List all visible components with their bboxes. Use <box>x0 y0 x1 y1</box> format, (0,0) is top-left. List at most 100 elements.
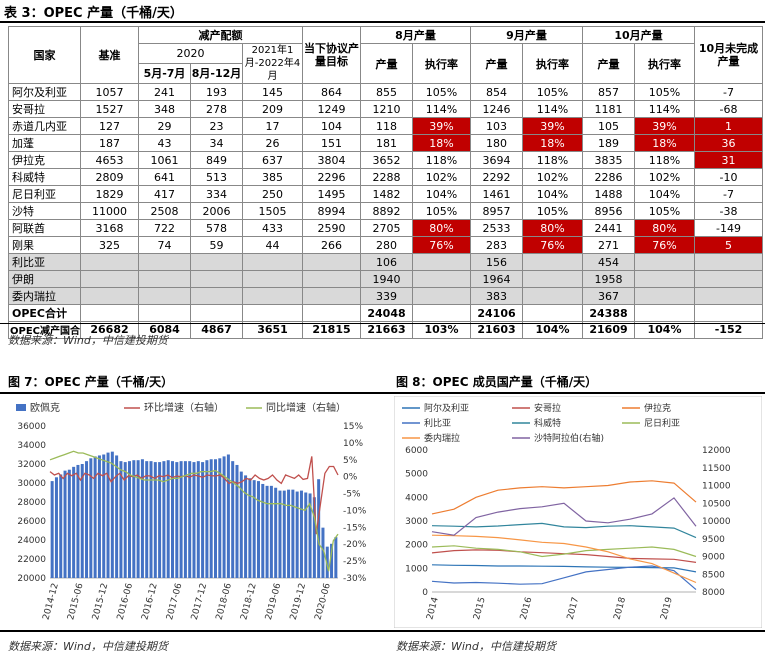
legend-label: 尼日利亚 <box>644 417 680 429</box>
legend-label: 阿尔及利亚 <box>424 402 469 414</box>
empty-cell <box>80 270 139 288</box>
bar-opec <box>145 461 149 578</box>
x-tick: 2014-12 <box>42 582 61 621</box>
legend-label: 科威特 <box>534 417 561 429</box>
cell-q3: 17 <box>242 117 303 135</box>
bar-opec <box>248 478 252 578</box>
cell-aug_r: 39% <box>412 117 471 135</box>
cut-total-aug_r: 103% <box>412 321 471 339</box>
x-tick: 2015-06 <box>66 582 85 621</box>
cell-q3: 44 <box>242 236 303 254</box>
empty-cell <box>412 304 471 322</box>
y-left-tick: 22000 <box>17 555 46 565</box>
empty-cell <box>694 253 763 271</box>
cell-sep_r: 39% <box>522 117 583 135</box>
cell-inc: -68 <box>694 100 763 118</box>
empty-cell <box>522 304 583 322</box>
cell-q1: 641 <box>138 168 191 186</box>
bar-opec <box>244 475 248 578</box>
cut-total-q3: 3651 <box>242 321 303 339</box>
country-name: 委内瑞拉 <box>8 287 81 305</box>
cell-oct: 2286 <box>582 168 635 186</box>
country-name: 利比亚 <box>8 253 81 271</box>
cell-oct: 454 <box>582 253 635 271</box>
bar-opec <box>136 460 140 578</box>
series-line <box>431 522 697 539</box>
empty-cell <box>242 287 303 305</box>
cell-q2: 2006 <box>190 202 243 220</box>
empty-cell <box>138 304 191 322</box>
y-right-tick: 11000 <box>702 482 731 492</box>
cell-inc: -7 <box>694 83 763 101</box>
cell-q3: 637 <box>242 151 303 169</box>
series-line <box>431 565 697 591</box>
cell-base: 4653 <box>80 151 139 169</box>
bar-opec <box>205 460 209 578</box>
bar-opec <box>89 458 93 578</box>
bar-opec <box>162 461 166 578</box>
legend-label: 委内瑞拉 <box>424 432 460 444</box>
exempt-row: 伊朗 1940 1964 1958 <box>8 270 763 288</box>
cell-base: 1829 <box>80 185 139 203</box>
cell-sep_r: 102% <box>522 168 583 186</box>
bar-opec <box>291 489 295 578</box>
y-left-tick: 26000 <box>17 517 46 527</box>
total-label: OPEC合计 <box>8 304 81 322</box>
line-yoy <box>49 450 339 572</box>
empty-cell <box>138 253 191 271</box>
header-2020: 2020 <box>138 43 243 64</box>
cell-oct: 2441 <box>582 219 635 237</box>
cut-total-aug: 21663 <box>360 321 413 339</box>
cell-aug: 106 <box>360 253 413 271</box>
figure8-frame <box>394 396 762 628</box>
x-tick: 2019-06 <box>264 582 283 621</box>
empty-cell <box>522 270 583 288</box>
cell-aug_r: 104% <box>412 185 471 203</box>
y-left-tick: 5000 <box>405 470 428 480</box>
series-line <box>431 480 697 515</box>
bar-opec <box>226 454 230 578</box>
bar-opec <box>261 483 265 578</box>
table-row: 伊拉克 4653 1061 849 637 3804 3652 118% 3694 118% 383… <box>8 151 763 169</box>
y-right-tick: 10000 <box>702 517 731 527</box>
bar-opec <box>80 464 84 578</box>
y-right-tick: -15% <box>343 523 367 533</box>
empty-cell <box>634 287 695 305</box>
cell-aug_r: 105% <box>412 202 471 220</box>
bar-opec <box>222 456 226 578</box>
cell-q3: 1505 <box>242 202 303 220</box>
cell-q1: 417 <box>138 185 191 203</box>
cell-sep: 2533 <box>470 219 523 237</box>
table-source: 数据来源：Wind，中信建投期货 <box>8 334 168 347</box>
empty-cell <box>634 253 695 271</box>
cell-aug: 1940 <box>360 270 413 288</box>
cell-aug_r: 118% <box>412 151 471 169</box>
legend-label: 利比亚 <box>424 417 451 429</box>
bar-opec <box>295 491 299 578</box>
y-right-tick: 11500 <box>702 464 731 474</box>
empty-cell <box>242 270 303 288</box>
cell-sep: 1964 <box>470 270 523 288</box>
cell-aug: 181 <box>360 134 413 152</box>
cell-sep_r: 105% <box>522 202 583 220</box>
legend-swatch-bar <box>16 404 26 411</box>
header-row-1: 国家 基准 减产配额 当下协议产量目标 8月产量 9月产量 10月产量 10月未完成产量 <box>8 26 763 84</box>
cell-inc: -38 <box>694 202 763 220</box>
legend-label: 伊拉克 <box>644 402 671 414</box>
table-row: 尼日利亚 1829 417 334 250 1495 1482 104% 1461 104% 148… <box>8 185 763 203</box>
header-may-jul: 5月-7月 <box>138 62 191 85</box>
cell-sep: 854 <box>470 83 523 101</box>
cut-total-q2: 4867 <box>190 321 243 339</box>
header-compliance-5: 执行率 <box>634 43 695 84</box>
y-right-tick: 0% <box>343 473 358 483</box>
cell-sep: 180 <box>470 134 523 152</box>
cell-aug: 1210 <box>360 100 413 118</box>
header-compliance-1: 执行率 <box>412 43 471 84</box>
header-production-0: 产量 <box>360 43 413 84</box>
bar-opec <box>325 546 329 578</box>
cut-total-sep: 21603 <box>470 321 523 339</box>
cell-q2: 193 <box>190 83 243 101</box>
cut-total-base: 26682 <box>80 321 139 339</box>
cell-q3: 385 <box>242 168 303 186</box>
bar-opec <box>67 469 71 578</box>
